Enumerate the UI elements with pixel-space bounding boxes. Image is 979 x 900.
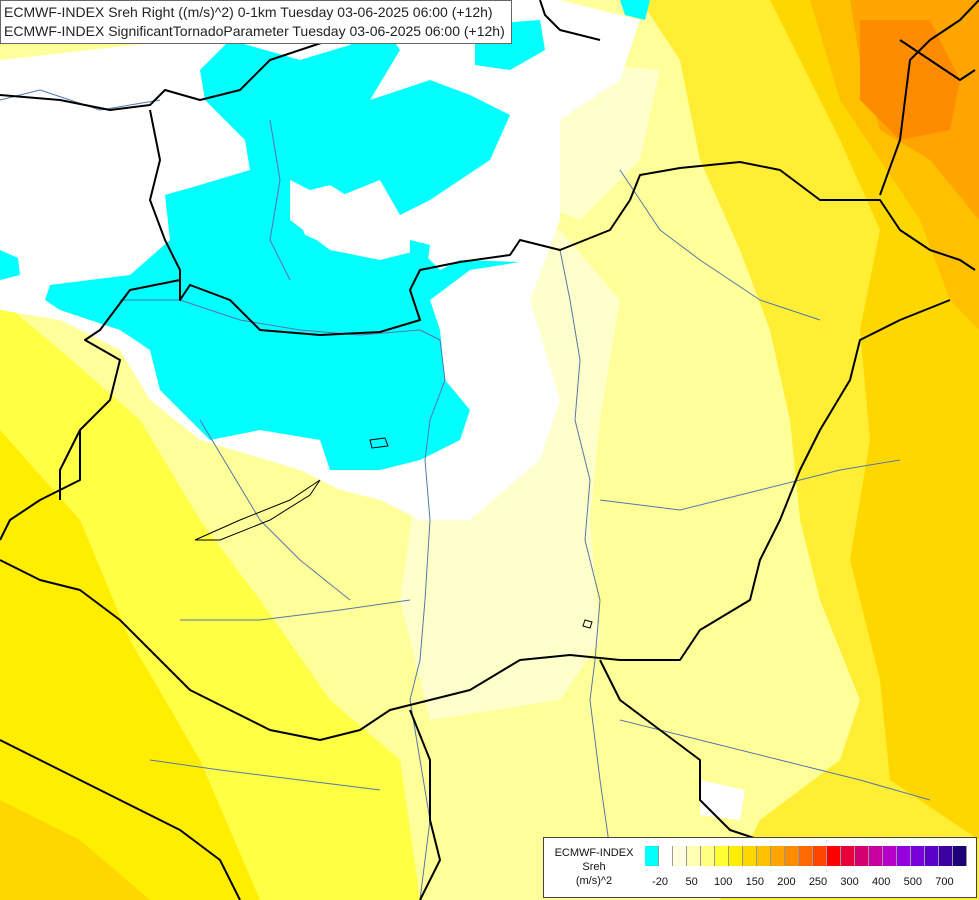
border-ukraine: [879, 0, 979, 196]
legend-tick-label: 50: [685, 876, 698, 888]
legend-tick-label: 400: [872, 876, 891, 888]
sreh-negative-area-west: [0, 250, 20, 280]
river-north-west: [0, 89, 161, 111]
legend-swatch: [715, 846, 729, 866]
legend-swatch: [645, 846, 659, 866]
sreh-white-hole: [290, 185, 380, 250]
legend-swatch: [771, 846, 785, 866]
legend-swatch: [743, 846, 757, 866]
border-austria-hungary-west: [0, 279, 181, 541]
legend-tick-label: 150: [745, 876, 764, 888]
legend-swatch: [883, 846, 897, 866]
border-austria-slovenia: [59, 429, 81, 500]
river-west: [120, 299, 421, 336]
legend-swatch: [687, 846, 701, 866]
legend-swatch: [673, 846, 687, 866]
legend-swatch: [869, 846, 883, 866]
river-north-central: [269, 119, 291, 281]
river-danube: [409, 329, 446, 900]
legend-swatch: [757, 846, 771, 866]
sreh-field-northeast-hotspot: [860, 20, 960, 140]
legend-title-line-3: (m/s)^2: [575, 875, 613, 887]
lake-balaton: [194, 479, 321, 541]
legend-tick-label: 100: [714, 876, 733, 888]
legend-tick-label: -20: [652, 876, 668, 888]
legend-swatch: [827, 846, 841, 866]
legend-tick-label: 250: [808, 876, 828, 888]
legend-swatch: [841, 846, 855, 866]
sreh-field-southwest-gold: [0, 430, 260, 900]
legend-swatch: [911, 846, 925, 866]
river-east: [599, 459, 901, 511]
legend-title-line-2: Sreh: [582, 861, 606, 873]
map-title-line-1: ECMWF-INDEX Sreh Right ((m/s)^2) 0-1km T…: [4, 4, 493, 20]
map-title-line-2: ECMWF-INDEX SignificantTornadoParameter …: [4, 23, 505, 39]
border-slovakia-hungary-north: [149, 109, 976, 336]
lake-small-south: [582, 619, 593, 629]
sreh-negative-area-north-edge: [620, 0, 650, 20]
river-south-east: [619, 719, 931, 801]
border-ukraine-north: [899, 39, 976, 81]
lake-small-west: [369, 437, 389, 449]
legend-swatch: [813, 846, 827, 866]
border-hungary-south: [0, 299, 951, 741]
river-southwest: [180, 599, 411, 621]
legend-swatch: [701, 846, 715, 866]
legend-tick-label: 200: [777, 876, 796, 888]
sreh-negative-area-small: [410, 240, 430, 260]
legend-swatch: [799, 846, 813, 866]
border-croatia-bosnia: [0, 739, 241, 900]
map-title-box: ECMWF-INDEX Sreh Right ((m/s)^2) 0-1km T…: [0, 0, 512, 44]
legend-swatch: [855, 846, 869, 866]
legend-swatch: [897, 846, 911, 866]
sreh-field-southwest-amber: [0, 800, 150, 900]
sreh-negative-area-main: [45, 20, 520, 470]
color-legend: ECMWF-INDEX Sreh (m/s)^2 -20 50 100 150 200 2…: [543, 837, 977, 898]
legend-tick-label: 500: [903, 876, 922, 888]
river-tisza: [559, 249, 611, 851]
legend-swatch: [939, 846, 953, 866]
legend-swatch: [729, 846, 743, 866]
legend-tick-label: 300: [840, 876, 859, 888]
legend-swatch: [953, 846, 967, 866]
river-drava-area: [199, 419, 351, 601]
legend-tick-label: 700: [935, 876, 954, 888]
legend-swatch: [659, 846, 673, 866]
river-northeast: [619, 169, 821, 321]
border-poland-north: [539, 0, 601, 41]
rivers-layer: [0, 89, 931, 900]
border-romania-serbia: [599, 659, 761, 841]
legend-swatch: [925, 846, 939, 866]
legend-swatch: [785, 846, 799, 866]
legend-title-line-1: ECMWF-INDEX: [554, 847, 634, 859]
river-sava: [149, 759, 381, 791]
border-croatia-serbia: [409, 709, 441, 900]
